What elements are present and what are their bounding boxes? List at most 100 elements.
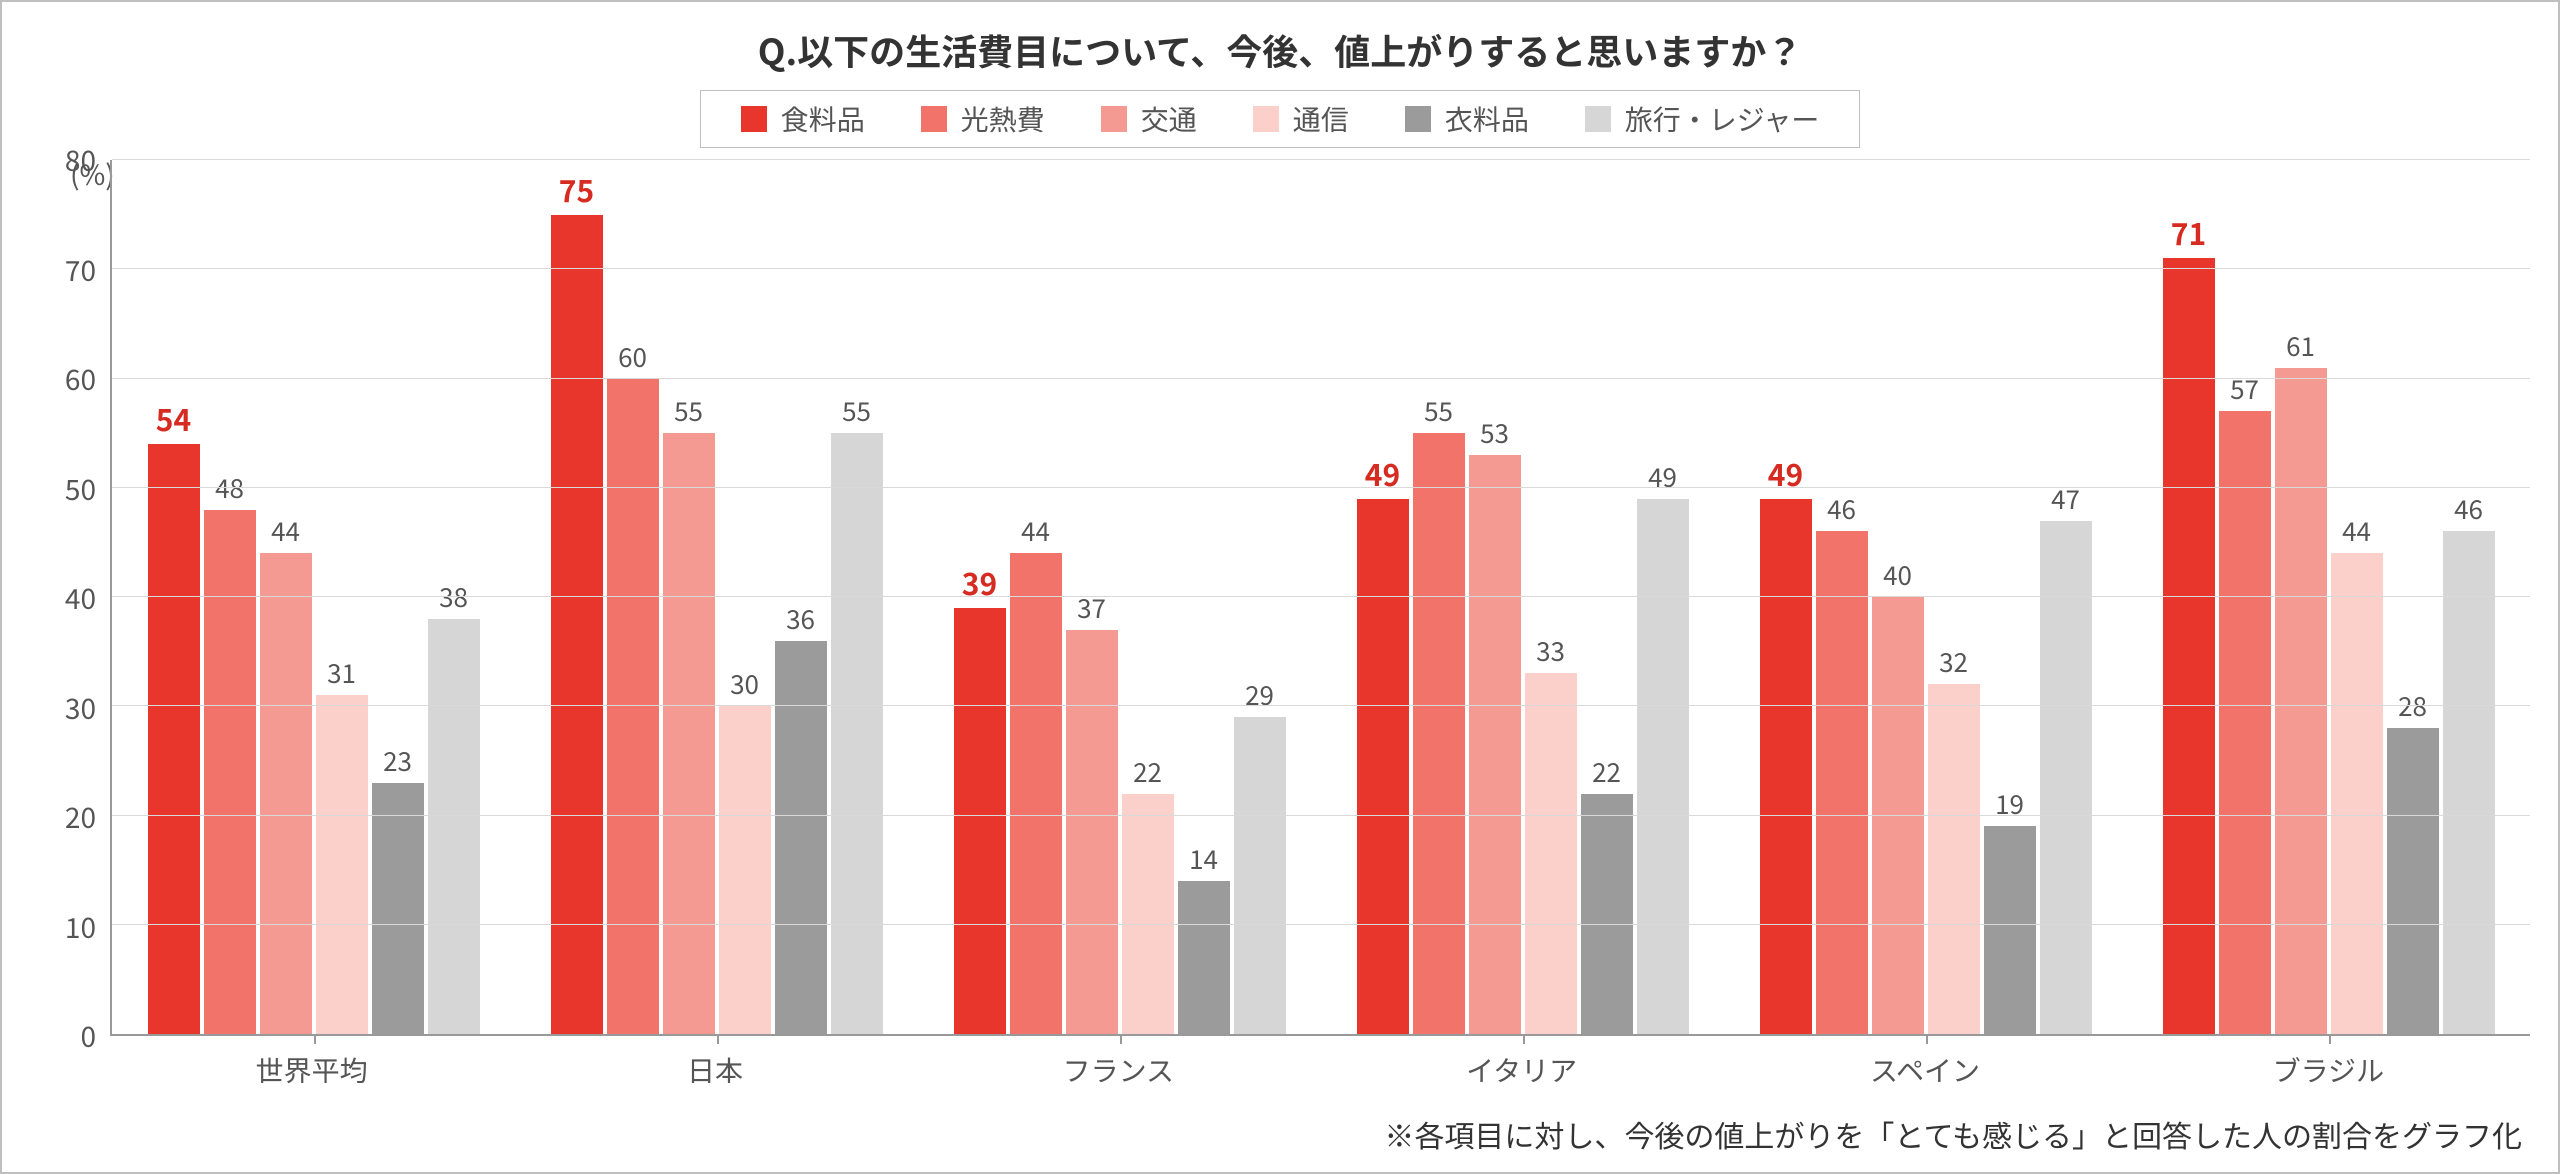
bar-rect bbox=[2163, 258, 2215, 1034]
legend-swatch bbox=[741, 106, 767, 132]
plot-area: 5448443123387560553036553944372214294955… bbox=[110, 160, 2530, 1036]
bar-spain-utilities: 46 bbox=[1816, 160, 1868, 1034]
y-tick-label: 40 bbox=[65, 578, 96, 618]
bar-spain-clothing: 19 bbox=[1984, 160, 2036, 1034]
bar-spain-travel: 47 bbox=[2040, 160, 2092, 1034]
bar-value-label: 46 bbox=[1827, 490, 1856, 527]
y-axis: 01020304050607080 bbox=[30, 160, 110, 1036]
bar-france-comm: 22 bbox=[1122, 160, 1174, 1034]
legend-label: 光熱費 bbox=[961, 99, 1045, 139]
bar-france-transport: 37 bbox=[1066, 160, 1118, 1034]
bar-group-italy: 495553332249 bbox=[1321, 160, 1724, 1034]
bar-brazil-transport: 61 bbox=[2275, 160, 2327, 1034]
bar-group-france: 394437221429 bbox=[918, 160, 1321, 1034]
bar-group-brazil: 715761442846 bbox=[2127, 160, 2530, 1034]
bar-value-label: 31 bbox=[327, 654, 356, 691]
bar-brazil-food: 71 bbox=[2163, 160, 2215, 1034]
bar-italy-food: 49 bbox=[1357, 160, 1409, 1034]
x-label-france: フランス bbox=[917, 1036, 1320, 1090]
bar-japan-transport: 55 bbox=[663, 160, 715, 1034]
bar-value-label: 32 bbox=[1939, 643, 1968, 680]
bar-value-label: 44 bbox=[1021, 512, 1050, 549]
legend-swatch bbox=[1405, 106, 1431, 132]
bar-value-label: 14 bbox=[1189, 840, 1218, 877]
bar-rect bbox=[1928, 684, 1980, 1034]
gridline bbox=[112, 268, 2530, 269]
bar-japan-travel: 55 bbox=[831, 160, 883, 1034]
y-tick-label: 0 bbox=[80, 1016, 96, 1056]
bar-value-label: 49 bbox=[1648, 458, 1677, 495]
bar-value-label: 19 bbox=[1995, 785, 2024, 822]
gridline bbox=[112, 596, 2530, 597]
x-tick bbox=[2329, 1034, 2331, 1044]
bar-rect bbox=[1525, 673, 1577, 1034]
bar-value-label: 61 bbox=[2286, 327, 2315, 364]
bar-world-food: 54 bbox=[148, 160, 200, 1034]
bar-rect bbox=[1637, 499, 1689, 1034]
bar-spain-food: 49 bbox=[1760, 160, 1812, 1034]
bar-japan-utilities: 60 bbox=[607, 160, 659, 1034]
y-tick-label: 70 bbox=[65, 250, 96, 290]
bar-brazil-utilities: 57 bbox=[2219, 160, 2271, 1034]
bar-value-label: 53 bbox=[1480, 414, 1509, 451]
bar-brazil-comm: 44 bbox=[2331, 160, 2383, 1034]
bar-value-label: 60 bbox=[618, 338, 647, 375]
bar-rect bbox=[428, 619, 480, 1034]
gridline bbox=[112, 815, 2530, 816]
bar-japan-clothing: 36 bbox=[775, 160, 827, 1034]
bar-groups: 5448443123387560553036553944372214294955… bbox=[112, 160, 2530, 1034]
legend-label: 旅行・レジャー bbox=[1625, 99, 1820, 139]
bar-value-label: 54 bbox=[156, 396, 191, 440]
bar-world-comm: 31 bbox=[316, 160, 368, 1034]
legend-item-clothing: 衣料品 bbox=[1405, 99, 1529, 139]
bar-value-label: 36 bbox=[786, 600, 815, 637]
legend-item-utilities: 光熱費 bbox=[921, 99, 1045, 139]
bar-value-label: 44 bbox=[2342, 512, 2371, 549]
bar-rect bbox=[954, 608, 1006, 1034]
bar-world-clothing: 23 bbox=[372, 160, 424, 1034]
x-tick bbox=[1120, 1034, 1122, 1044]
chart-footnote: ※各項目に対し、今後の値上がりを「とても感じる」と回答した人の割合をグラフ化 bbox=[30, 1112, 2530, 1156]
y-tick-label: 20 bbox=[65, 797, 96, 837]
bar-rect bbox=[1872, 597, 1924, 1034]
bar-rect bbox=[2040, 521, 2092, 1034]
x-label-italy: イタリア bbox=[1320, 1036, 1723, 1090]
legend-swatch bbox=[921, 106, 947, 132]
bar-rect bbox=[719, 706, 771, 1034]
bar-rect bbox=[1984, 826, 2036, 1034]
bar-rect bbox=[551, 215, 603, 1034]
gridline bbox=[112, 159, 2530, 160]
bar-rect bbox=[2443, 531, 2495, 1034]
x-axis: 世界平均日本フランスイタリアスペインブラジル bbox=[110, 1036, 2530, 1090]
y-tick-label: 60 bbox=[65, 359, 96, 399]
legend: 食料品 光熱費 交通 通信 衣料品 旅行・レジャー bbox=[700, 90, 1861, 148]
bar-rect bbox=[1816, 531, 1868, 1034]
bar-value-label: 22 bbox=[1592, 753, 1621, 790]
bar-rect bbox=[2331, 553, 2383, 1034]
bar-value-label: 30 bbox=[730, 665, 759, 702]
bar-value-label: 49 bbox=[1365, 451, 1400, 495]
y-tick-label: 30 bbox=[65, 688, 96, 728]
bar-value-label: 23 bbox=[383, 742, 412, 779]
bar-value-label: 46 bbox=[2454, 490, 2483, 527]
bar-value-label: 37 bbox=[1077, 589, 1106, 626]
legend-item-comm: 通信 bbox=[1253, 99, 1349, 139]
bar-rect bbox=[316, 695, 368, 1034]
x-label-spain: スペイン bbox=[1723, 1036, 2126, 1090]
bar-value-label: 39 bbox=[962, 560, 997, 604]
bar-rect bbox=[1581, 794, 1633, 1034]
bar-rect bbox=[1178, 881, 1230, 1034]
y-tick-label: 10 bbox=[65, 907, 96, 947]
x-tick bbox=[314, 1034, 316, 1044]
bar-italy-utilities: 55 bbox=[1413, 160, 1465, 1034]
bar-brazil-travel: 46 bbox=[2443, 160, 2495, 1034]
bar-rect bbox=[2275, 368, 2327, 1034]
legend-item-food: 食料品 bbox=[741, 99, 865, 139]
legend-label: 交通 bbox=[1141, 99, 1197, 139]
bar-rect bbox=[2387, 728, 2439, 1034]
bar-rect bbox=[663, 433, 715, 1034]
gridline bbox=[112, 378, 2530, 379]
bar-group-japan: 756055303655 bbox=[515, 160, 918, 1034]
x-label-brazil: ブラジル bbox=[2127, 1036, 2530, 1090]
bar-spain-transport: 40 bbox=[1872, 160, 1924, 1034]
